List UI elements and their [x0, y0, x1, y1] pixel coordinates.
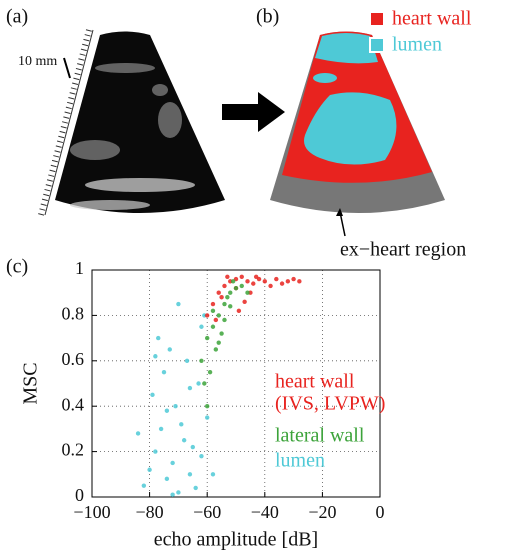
scale-note: 10 mm	[18, 54, 57, 69]
x-tick-label: 0	[376, 502, 385, 522]
y-tick-label: 0.4	[62, 394, 85, 414]
y-axis-label: MSC	[20, 362, 42, 404]
legend-swatch	[370, 38, 384, 52]
point	[211, 325, 215, 329]
point	[165, 477, 169, 481]
point	[202, 381, 206, 385]
y-tick-label: 1	[75, 258, 84, 278]
point	[217, 291, 221, 295]
panel-label: (c)	[6, 256, 28, 278]
x-axis-label: echo amplitude [dB]	[154, 529, 318, 551]
point	[205, 404, 209, 408]
point	[234, 286, 238, 290]
point	[156, 336, 160, 340]
point	[297, 279, 301, 283]
y-tick-label: 0.8	[62, 304, 85, 324]
point	[237, 309, 241, 313]
point	[176, 490, 180, 494]
point	[188, 386, 192, 390]
point	[231, 279, 235, 283]
point	[217, 313, 221, 317]
x-tick-label: −100	[73, 502, 110, 522]
point	[191, 445, 195, 449]
y-tick-label: 0.2	[62, 440, 85, 460]
point	[222, 302, 226, 306]
legend-label: heart wall	[392, 8, 472, 30]
point	[228, 291, 232, 295]
point	[222, 284, 226, 288]
point	[240, 284, 244, 288]
point	[199, 359, 203, 363]
point	[182, 438, 186, 442]
point	[142, 483, 146, 487]
point	[199, 454, 203, 458]
point	[268, 284, 272, 288]
point	[176, 302, 180, 306]
point	[211, 309, 215, 313]
legend-swatch	[370, 12, 384, 26]
point	[205, 336, 209, 340]
legend-label: heart wall	[275, 371, 355, 393]
point	[286, 279, 290, 283]
y-tick-label: 0.6	[62, 349, 85, 369]
point	[185, 359, 189, 363]
point	[153, 354, 157, 358]
point	[205, 415, 209, 419]
point	[251, 281, 255, 285]
point	[254, 275, 258, 279]
point	[245, 291, 249, 295]
transform-arrow	[222, 92, 285, 132]
scale-arrow	[64, 58, 70, 78]
point	[222, 318, 226, 322]
legend-label: (IVS, LVPW)	[275, 393, 385, 415]
x-tick-label: −20	[308, 502, 336, 522]
annotation: ex−heart region	[340, 239, 466, 261]
panel-label: (b)	[256, 6, 279, 28]
point	[245, 279, 249, 283]
point	[179, 422, 183, 426]
point	[150, 393, 154, 397]
point	[240, 275, 244, 279]
point	[280, 281, 284, 285]
point	[208, 370, 212, 374]
point	[136, 431, 140, 435]
point	[228, 304, 232, 308]
point	[211, 472, 215, 476]
point	[214, 318, 218, 322]
point	[196, 381, 200, 385]
point	[263, 279, 267, 283]
point	[153, 449, 157, 453]
point	[173, 404, 177, 408]
point	[219, 295, 223, 299]
point	[168, 347, 172, 351]
point	[225, 295, 229, 299]
point	[199, 325, 203, 329]
point	[274, 277, 278, 281]
point	[159, 427, 163, 431]
point	[225, 275, 229, 279]
point	[205, 313, 209, 317]
point	[217, 340, 221, 344]
point	[188, 472, 192, 476]
point	[214, 347, 218, 351]
x-tick-label: −60	[193, 502, 221, 522]
legend-label: lumen	[275, 450, 325, 472]
point	[170, 461, 174, 465]
point	[291, 277, 295, 281]
point	[162, 370, 166, 374]
point	[165, 409, 169, 413]
legend-label: lateral wall	[275, 425, 365, 447]
point	[211, 302, 215, 306]
point	[170, 493, 174, 497]
point	[219, 331, 223, 335]
point	[147, 468, 151, 472]
legend-label: lumen	[392, 34, 442, 56]
point	[193, 486, 197, 490]
x-tick-label: −80	[136, 502, 164, 522]
panel-label: (a)	[6, 6, 28, 28]
figure: (a) 10 mm (b) heart wall lumen ex−heart …	[0, 0, 521, 553]
point	[242, 300, 246, 304]
x-tick-label: −40	[251, 502, 279, 522]
